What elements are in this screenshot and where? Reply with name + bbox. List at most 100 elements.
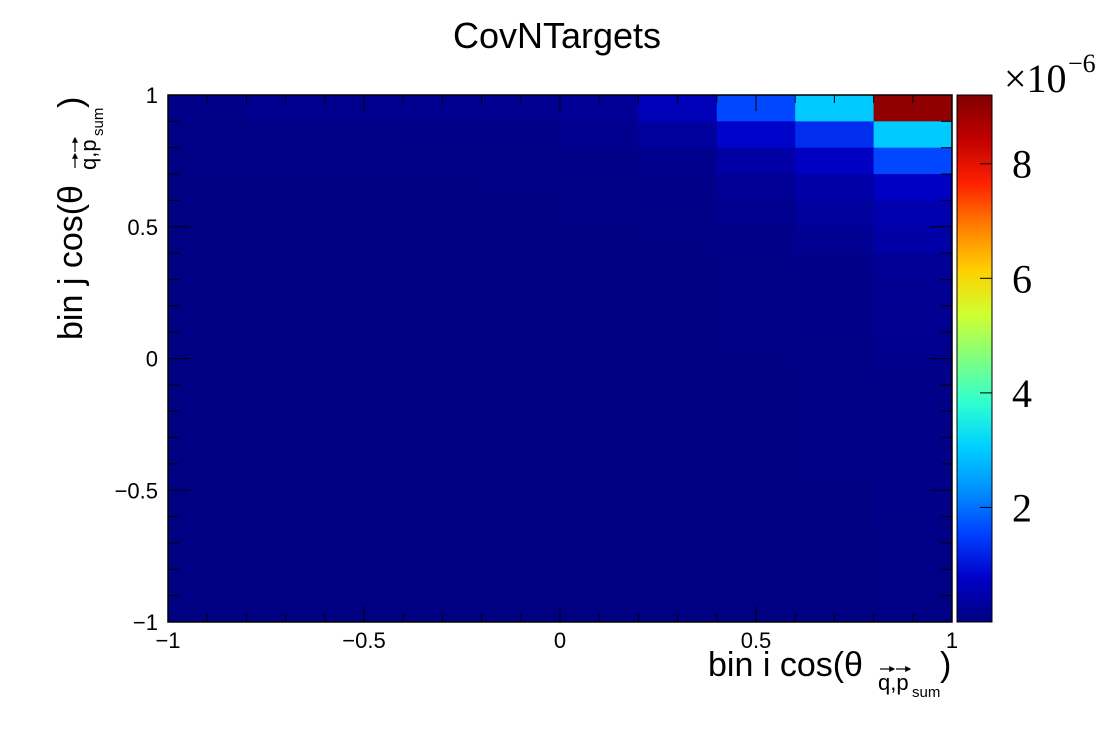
heatmap-cell — [795, 437, 875, 465]
heatmap-cell — [403, 226, 483, 254]
color-palette-exponent: −6 — [1068, 49, 1096, 78]
palette-tick-label: 4 — [1012, 371, 1032, 416]
heatmap-cell — [560, 569, 639, 597]
heatmap-cell — [324, 174, 404, 201]
heatmap-cell — [638, 226, 718, 254]
x-tick-label: −0.5 — [342, 628, 385, 653]
heatmap-cell — [168, 305, 247, 333]
heatmap-cell — [168, 411, 247, 439]
heatmap-cell — [638, 332, 718, 359]
heatmap-cell — [716, 358, 796, 386]
heatmap-cell — [638, 463, 718, 491]
heatmap-cell — [638, 411, 718, 439]
heatmap-cell — [795, 332, 875, 359]
heatmap-cell — [324, 463, 404, 491]
heatmap-cell — [481, 253, 561, 280]
color-palette: 2 4 6 8 ×10 −6 — [956, 49, 1096, 623]
color-palette-bar — [956, 94, 993, 623]
heatmap-cell — [403, 542, 483, 570]
heatmap-cell — [481, 542, 561, 570]
heatmap-cell — [638, 490, 718, 518]
heatmap-cell — [873, 463, 953, 491]
heatmap-cell — [716, 200, 796, 228]
chart-title: CovNTargets — [453, 15, 661, 56]
palette-tick-label: 2 — [1012, 485, 1032, 530]
heatmap-cell — [168, 332, 247, 359]
heatmap-cell — [638, 437, 718, 465]
x-axis-title-subsub: sum — [912, 684, 940, 701]
heatmap-cell — [560, 463, 639, 491]
y-tick-label: 0.5 — [127, 215, 158, 240]
heatmap-cell — [403, 437, 483, 465]
x-tick-label: −1 — [155, 628, 180, 653]
heatmap-cell — [795, 174, 875, 201]
heatmap-cell — [716, 279, 796, 307]
heatmap-cell — [795, 147, 875, 175]
heatmap-cell — [481, 358, 561, 386]
heatmap-cell — [403, 147, 483, 175]
heatmap-cell — [716, 305, 796, 333]
heatmap-cell — [873, 279, 953, 307]
heatmap-cell — [560, 384, 639, 412]
heatmap-cell — [246, 569, 326, 597]
heatmap-cell — [168, 358, 247, 386]
heatmap-cell — [324, 384, 404, 412]
heatmap-cell — [795, 200, 875, 228]
heatmap-cell — [873, 569, 953, 597]
heatmap-cell — [403, 121, 483, 149]
heatmap-cell — [481, 490, 561, 518]
heatmap-cell — [716, 174, 796, 201]
heatmap-cell — [168, 516, 247, 544]
heatmap-cell — [716, 384, 796, 412]
heatmap-cells — [168, 95, 953, 623]
y-tick-label: 1 — [146, 83, 158, 108]
heatmap-cell — [873, 305, 953, 333]
heatmap-cell — [873, 490, 953, 518]
heatmap-cell — [324, 411, 404, 439]
heatmap-cell — [716, 463, 796, 491]
heatmap-cell — [168, 463, 247, 491]
heatmap-cell — [560, 174, 639, 201]
heatmap-cell — [168, 147, 247, 175]
heatmap-cell — [324, 147, 404, 175]
heatmap-cell — [246, 226, 326, 254]
heatmap-cell — [168, 542, 247, 570]
heatmap-cell — [481, 305, 561, 333]
heatmap-cell — [873, 253, 953, 280]
heatmap-cell — [638, 121, 718, 149]
heatmap-cell — [403, 516, 483, 544]
y-tick-label: −1 — [133, 610, 158, 635]
heatmap-cell — [168, 200, 247, 228]
heatmap-cell — [324, 332, 404, 359]
heatmap-cell — [560, 411, 639, 439]
heatmap-cell — [873, 226, 953, 254]
heatmap-cell — [795, 279, 875, 307]
x-tick-label: 0.5 — [741, 628, 772, 653]
x-axis-title-main: bin i cos(θ — [708, 646, 863, 684]
heatmap-cell — [168, 226, 247, 254]
y-tick-label: −0.5 — [115, 478, 158, 503]
heatmap-cell — [560, 279, 639, 307]
heatmap-cell — [716, 226, 796, 254]
heatmap-cell — [716, 490, 796, 518]
heatmap-cell — [873, 516, 953, 544]
heatmap-cell — [481, 569, 561, 597]
x-axis-ticks: −1 −0.5 0 0.5 1 — [155, 95, 958, 653]
heatmap-cell — [795, 516, 875, 544]
heatmap-cell — [168, 253, 247, 280]
heatmap-cell — [795, 305, 875, 333]
y-axis-title-sub: q,p — [76, 139, 101, 170]
heatmap-cell — [168, 279, 247, 307]
heatmap-cell — [873, 542, 953, 570]
heatmap-cell — [638, 147, 718, 175]
heatmap-cell — [638, 384, 718, 412]
heatmap-cell — [403, 569, 483, 597]
heatmap-cell — [481, 174, 561, 201]
heatmap-cell — [638, 279, 718, 307]
heatmap-cell — [716, 411, 796, 439]
heatmap-cell — [481, 463, 561, 491]
heatmap-cell — [403, 253, 483, 280]
heatmap-cell — [481, 332, 561, 359]
x-axis-title-sub: q,p — [878, 670, 909, 695]
heatmap-cell — [481, 279, 561, 307]
